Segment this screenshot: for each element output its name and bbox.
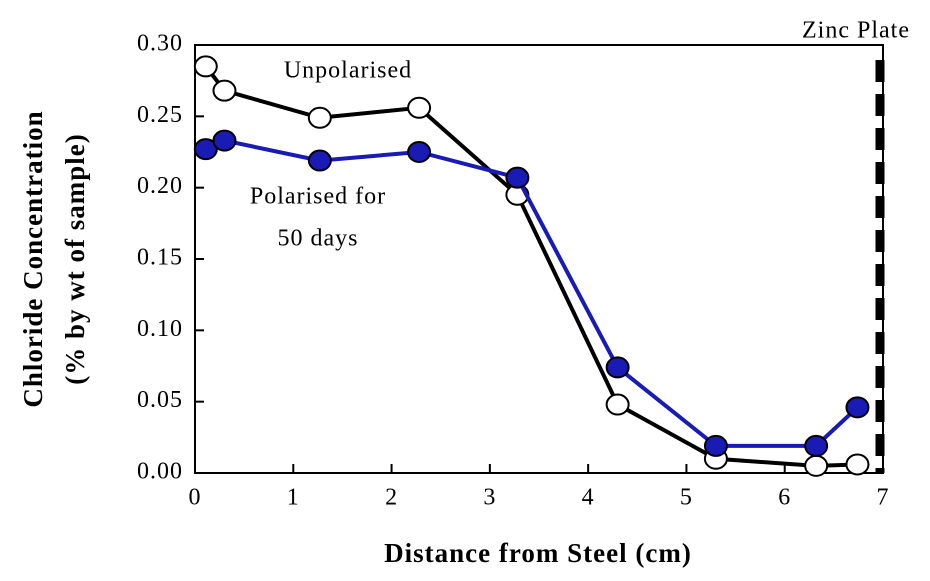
x-tick-label: 0 xyxy=(189,485,202,511)
x-axis-title: Distance from Steel (cm) xyxy=(384,538,692,568)
x-tick-label: 7 xyxy=(877,485,890,511)
plot-frame xyxy=(194,44,884,474)
x-tick-label: 6 xyxy=(778,485,791,511)
point xyxy=(804,454,829,477)
point xyxy=(307,106,332,129)
point xyxy=(605,356,630,379)
x-tick-label: 2 xyxy=(385,485,398,511)
point xyxy=(804,434,829,457)
y-tick-label: 0.00 xyxy=(137,459,183,485)
x-tick-label: 5 xyxy=(680,485,693,511)
unpolarised-label: Unpolarised xyxy=(284,58,412,84)
x-tick-label: 3 xyxy=(483,485,496,511)
x-tick-label: 1 xyxy=(287,485,300,511)
zinc-plate-label: Zinc Plate xyxy=(802,18,910,44)
point xyxy=(212,79,237,102)
y-tick-label: 0.25 xyxy=(137,102,183,128)
polarised-label: Polarised for xyxy=(250,184,386,210)
point xyxy=(605,393,630,416)
y-tick-label: 0.20 xyxy=(137,173,183,199)
y-axis-title: Chloride Concentration xyxy=(18,110,48,407)
y-tick-label: 0.30 xyxy=(137,31,183,57)
polarised-label: 50 days xyxy=(278,226,359,252)
point xyxy=(193,138,218,161)
x-tick-label: 4 xyxy=(582,485,595,511)
point xyxy=(407,141,432,163)
point xyxy=(703,434,728,457)
y-tick-label: 0.05 xyxy=(137,387,183,413)
y-tick-label: 0.15 xyxy=(137,245,183,271)
point xyxy=(845,396,870,419)
point xyxy=(307,149,332,172)
point xyxy=(845,453,870,476)
series-line xyxy=(204,65,858,468)
point xyxy=(505,166,530,189)
y-axis-title: (% by wt of sample) xyxy=(60,133,90,384)
y-tick-label: 0.10 xyxy=(137,316,183,342)
point xyxy=(212,129,237,152)
point xyxy=(193,55,218,78)
point xyxy=(407,96,432,119)
